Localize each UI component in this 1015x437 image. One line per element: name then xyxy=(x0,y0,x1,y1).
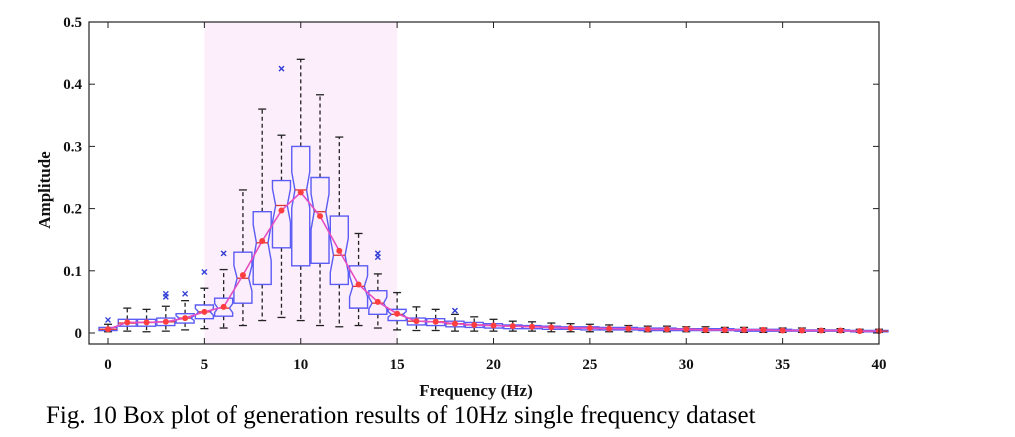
y-axis-label: Amplitude xyxy=(35,151,54,229)
x-tick-label: 15 xyxy=(390,357,405,373)
box-group xyxy=(194,269,215,330)
mean-marker xyxy=(182,315,189,322)
x-tick-label: 35 xyxy=(775,357,790,373)
outlier-marker xyxy=(278,65,285,72)
mean-marker xyxy=(471,321,478,328)
mean-marker xyxy=(201,308,208,315)
mean-marker xyxy=(317,213,324,220)
box-group xyxy=(156,290,176,332)
mean-marker xyxy=(548,324,555,331)
mean-marker xyxy=(355,281,362,288)
outlier-marker xyxy=(451,307,458,314)
box-group xyxy=(445,307,465,332)
mean-marker xyxy=(625,325,632,332)
outlier-marker xyxy=(201,269,208,276)
box-body xyxy=(310,176,330,265)
x-axis-label: Frequency (Hz) xyxy=(419,381,532,400)
box-body xyxy=(329,215,349,286)
x-tick-label: 0 xyxy=(104,357,112,373)
box-group xyxy=(175,290,195,331)
y-tick-label: 0.2 xyxy=(63,202,82,218)
mean-marker xyxy=(394,310,401,317)
mean-marker xyxy=(220,303,227,310)
x-tick-label: 30 xyxy=(679,357,694,373)
mean-marker xyxy=(721,326,728,333)
mean-marker xyxy=(509,323,516,330)
mean-marker xyxy=(278,207,285,214)
box-group xyxy=(329,136,349,328)
x-tick-label: 10 xyxy=(293,357,308,373)
box-body xyxy=(368,290,388,316)
outlier-marker xyxy=(182,290,189,297)
mean-marker xyxy=(741,326,748,333)
mean-marker xyxy=(374,298,381,305)
outlier-marker xyxy=(105,316,111,323)
mean-marker xyxy=(297,189,304,196)
mean-marker xyxy=(490,322,497,329)
box-body xyxy=(194,304,215,320)
outlier-marker xyxy=(374,250,381,257)
x-tick-label: 25 xyxy=(582,357,597,373)
outlier-marker xyxy=(220,250,227,257)
y-tick-label: 0.3 xyxy=(63,139,82,155)
mean-marker xyxy=(606,325,613,332)
mean-marker xyxy=(567,325,574,332)
y-tick-label: 0.5 xyxy=(63,15,82,31)
plot-frame xyxy=(88,21,880,345)
mean-marker xyxy=(336,247,343,254)
mean-marker xyxy=(259,237,266,244)
mean-marker xyxy=(818,327,825,334)
mean-marker xyxy=(856,328,863,335)
box-body xyxy=(387,308,407,322)
box-body xyxy=(213,297,234,317)
y-tick-label: 0 xyxy=(75,326,83,342)
axes-layer: 0 5 10 15 20 25 30 35 40 0 0.1 0.2 0.3 0.4 0.5 xyxy=(63,15,886,373)
box-body xyxy=(252,211,272,286)
box-group xyxy=(271,65,292,319)
mean-marker xyxy=(162,318,169,325)
x-tick-label: 20 xyxy=(486,357,501,373)
mean-marker xyxy=(760,326,767,333)
mean-marker xyxy=(143,319,150,326)
mean-marker xyxy=(798,327,805,334)
mean-line-layer xyxy=(105,189,882,335)
mean-marker xyxy=(663,326,670,333)
box-group xyxy=(310,94,330,327)
box-body xyxy=(271,179,292,249)
y-tick-label: 0.1 xyxy=(63,264,82,280)
mean-marker xyxy=(451,320,458,327)
mean-marker xyxy=(432,318,439,325)
mean-marker xyxy=(644,326,651,333)
box-body xyxy=(291,145,311,267)
mean-marker xyxy=(779,327,786,334)
mean-marker xyxy=(702,326,709,333)
mean-marker xyxy=(239,272,246,279)
x-tick-label: 40 xyxy=(872,357,887,373)
mean-marker xyxy=(683,326,690,333)
box-group xyxy=(291,58,311,322)
mean-marker xyxy=(837,327,844,334)
mean-marker xyxy=(413,318,420,325)
mean-marker xyxy=(529,323,536,330)
mean-marker xyxy=(105,326,111,333)
outlier-marker xyxy=(162,290,169,297)
box-group xyxy=(233,189,253,327)
box-body xyxy=(233,251,253,304)
figure-caption: Fig. 10 Box plot of generation results o… xyxy=(46,402,756,429)
mean-marker xyxy=(586,325,593,332)
box-group xyxy=(368,250,388,329)
box-body xyxy=(348,265,369,309)
x-tick-label: 5 xyxy=(201,357,209,373)
y-tick-label: 0.4 xyxy=(63,77,82,93)
mean-marker xyxy=(124,319,131,326)
